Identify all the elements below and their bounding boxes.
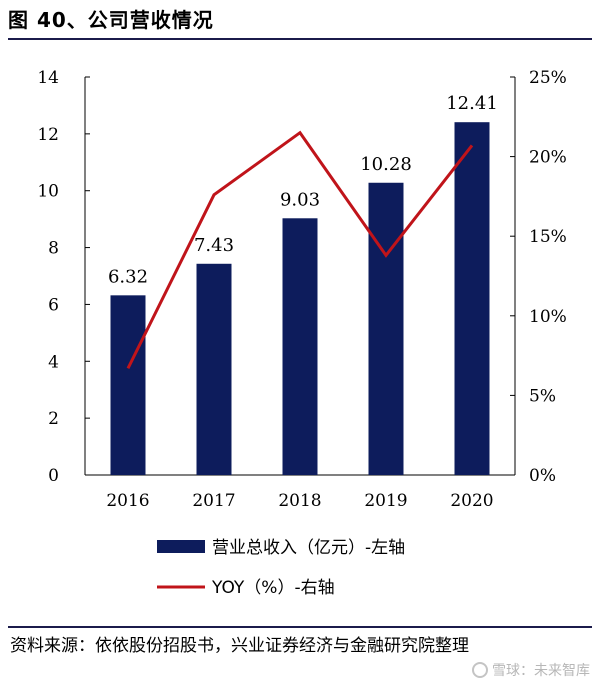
x-tick-label: 2019 xyxy=(364,491,407,511)
source-note: 资料来源：依依股份招股书，兴业证券经济与金融研究院整理 xyxy=(10,636,469,656)
left-tick-label: 8 xyxy=(48,239,59,259)
legend-bar-label: 营业总收入（亿元）-左轴 xyxy=(212,538,405,558)
bar-data-label: 12.41 xyxy=(446,93,498,114)
line-series xyxy=(126,130,474,370)
x-tick-label: 2020 xyxy=(450,491,493,511)
legend: 营业总收入（亿元）-左轴 YOY（%）-右轴 xyxy=(157,538,405,598)
left-tick-label: 14 xyxy=(37,68,59,88)
bar-data-label: 7.43 xyxy=(194,235,234,256)
x-tick-label: 2016 xyxy=(106,491,149,511)
revenue-bar xyxy=(196,263,232,475)
bar-data-label: 9.03 xyxy=(280,189,320,210)
right-tick-label: 20% xyxy=(529,148,567,168)
revenue-bar xyxy=(110,295,146,475)
snowball-logo-icon xyxy=(472,662,488,678)
right-tick-label: 15% xyxy=(529,227,567,247)
yoy-line xyxy=(126,130,474,370)
x-tick-label: 2018 xyxy=(278,491,321,511)
revenue-bar xyxy=(368,182,404,476)
chart-title: 图 40、公司营收情况 xyxy=(8,8,214,32)
right-tick-label: 5% xyxy=(529,386,556,406)
left-tick-label: 10 xyxy=(37,182,59,202)
chart-axes: 0 2 4 6 8 10 12 14 0% 5% 10% 15% 20% 25% 2016 2017 2018 2… xyxy=(37,68,566,511)
left-tick-label: 0 xyxy=(48,466,59,486)
source-divider xyxy=(8,626,592,628)
revenue-bar xyxy=(282,218,318,476)
watermark: 雪球：未来智库 xyxy=(472,660,590,680)
left-tick-label: 2 xyxy=(48,409,59,429)
bar-series xyxy=(110,122,490,476)
right-tick-label: 10% xyxy=(529,307,567,327)
data-labels: 6.32 7.43 9.03 10.28 12.41 xyxy=(108,93,498,287)
revenue-chart: 0 2 4 6 8 10 12 14 0% 5% 10% 15% 20% 25% 2016 2017 2018 2… xyxy=(37,68,566,598)
bar-data-label: 10.28 xyxy=(360,154,412,175)
revenue-bar xyxy=(454,122,490,476)
right-tick-label: 0% xyxy=(529,466,556,486)
x-tick-label: 2017 xyxy=(192,491,235,511)
bar-data-label: 6.32 xyxy=(108,266,148,287)
left-tick-label: 4 xyxy=(48,352,59,372)
right-tick-label: 25% xyxy=(529,68,567,88)
watermark-text: 雪球：未来智库 xyxy=(492,663,590,679)
left-tick-label: 12 xyxy=(37,125,59,145)
legend-bar-swatch xyxy=(157,540,205,553)
legend-line-label: YOY（%）-右轴 xyxy=(211,578,335,598)
left-tick-label: 6 xyxy=(48,295,59,315)
title-divider xyxy=(8,38,592,40)
